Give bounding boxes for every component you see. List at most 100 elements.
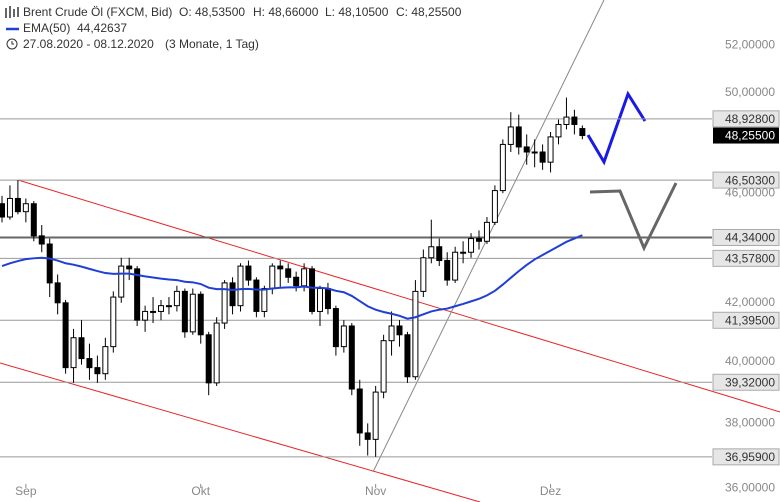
ohlc-high: H: 48,66000 [253,5,319,19]
candle-body [547,136,554,163]
candle-body [213,322,220,384]
candle-body [579,128,586,137]
header: Brent Crude Öl (FXCM, Bid) O: 48,53500 H… [0,0,480,52]
candle-body [118,265,125,298]
candle-body [38,235,45,245]
candle-body [229,282,236,307]
y-tick-label: 40,00000 [725,354,775,368]
candle-body [261,288,268,312]
level-label: 39,32000 [725,375,775,389]
level-label: 36,95900 [725,450,775,464]
candle-body [158,305,164,312]
y-tick-label: 42,00000 [725,295,775,309]
ohlc-close: C: 48,25500 [396,5,462,19]
candle-body [420,257,427,292]
candle-body [468,238,475,253]
candle-body [110,296,117,348]
candle-body [142,310,149,321]
level-label-box [712,448,780,466]
level-label: 48,92800 [725,112,775,126]
date-range: 27.08.2020 - 08.12.2020 [23,37,154,51]
candle-body [102,346,109,375]
candle-body [173,290,180,307]
candle-body [30,203,37,237]
candle-body [6,197,13,218]
candle-body [444,260,451,281]
legend-value: 44,42637 [77,21,127,35]
level-label-box [712,249,780,267]
candle-body [237,265,244,307]
clock-hands [11,41,14,45]
candle-body [189,293,196,333]
candle-body [221,282,228,324]
candle-body [317,288,323,312]
period: (3 Monate, 1 Tag) [165,37,259,51]
candle-body [507,126,514,145]
candle-body [404,334,411,378]
candle-body [165,305,172,308]
level-label: 46,50300 [725,173,775,187]
last-price-label: 48,25500 [725,129,775,143]
candle-body [86,358,93,369]
candle-body [428,246,435,259]
candle-body [54,282,61,304]
candle-body [380,340,387,393]
level-label: 43,57800 [725,252,775,266]
candle-body [293,276,300,287]
candle-body [356,388,363,434]
candle-body [253,279,260,312]
candle-body [46,243,53,284]
channel-lower [0,362,481,502]
candle-body [563,116,570,125]
candle-body [126,265,133,270]
level-label-box [712,171,780,189]
level-label-box [712,228,780,246]
candle-body [483,221,490,242]
level-label-box [712,311,780,329]
candle-body [277,265,284,270]
legend-name: EMA(50) [23,21,70,35]
candle-body [555,123,562,138]
candle-body [348,325,355,390]
candle-body [301,268,308,287]
ohlc-low: L: 48,10500 [325,5,389,19]
symbol: Brent Crude Öl (FXCM, Bid) [23,5,172,19]
candle-body [134,268,141,321]
candle-body [70,337,77,369]
y-tick-label: 50,00000 [725,85,775,99]
candle-body [539,151,546,163]
candle-body [396,325,403,336]
candle-body [523,146,530,153]
candle-body [285,268,292,278]
candle-body [197,293,204,336]
candle-body [364,432,371,440]
ema-line [1,234,583,320]
y-tick-label: 36,00000 [725,481,775,495]
candle-body [324,288,331,310]
candle-body [94,367,101,375]
candle-body [205,334,212,384]
projection-up [586,90,647,166]
symbol-icon [5,6,19,18]
candle-body [181,290,188,333]
x-tick-label: Dez [540,484,561,498]
level-label: 41,39500 [725,313,775,327]
candle-body [531,151,538,154]
candle-body [515,126,522,148]
channel-upper [17,179,780,413]
y-tick-label: 46,00000 [725,185,775,199]
candle-body [412,290,419,378]
candle-body [150,310,157,313]
candle-body [452,251,459,281]
ohlc-open: O: 48,53500 [179,5,245,19]
candle-body [309,268,316,312]
y-tick-label: 52,00000 [725,38,775,52]
candle-body [499,143,506,192]
candle-body [388,325,395,342]
candle-body [78,337,85,360]
last-price-box [713,127,779,144]
candle-body [491,190,498,223]
candle-body [62,302,69,369]
